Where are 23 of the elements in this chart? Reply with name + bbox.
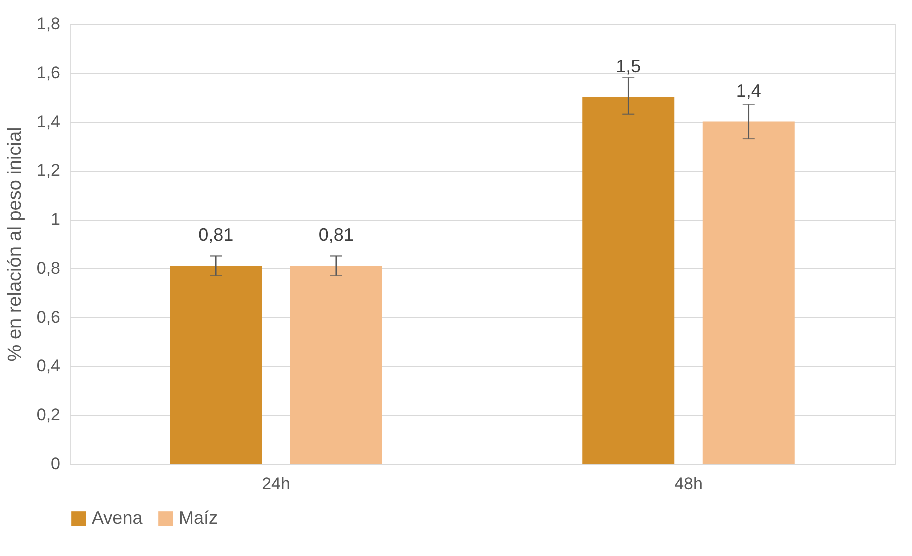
bar — [290, 266, 382, 464]
data-label: 0,81 — [198, 225, 234, 245]
y-tick-label: 0,8 — [36, 258, 60, 278]
y-tick-label: 1,8 — [36, 14, 60, 34]
x-tick-label: 24h — [262, 474, 290, 494]
y-tick-label: 0,4 — [36, 356, 60, 376]
bar — [582, 97, 675, 464]
y-tick-label: 1,6 — [36, 63, 60, 82]
data-label: 0,81 — [318, 225, 354, 245]
y-tick-label: 0,6 — [36, 308, 60, 327]
y-tick-label: 1 — [51, 210, 60, 230]
data-label: 1,5 — [616, 56, 642, 76]
y-tick-label: 0,2 — [36, 406, 60, 425]
y-axis-title: % en relación al peso inicial — [4, 127, 26, 362]
bar — [170, 266, 262, 464]
legend-label: Avena — [92, 508, 144, 528]
x-tick-label: 48h — [674, 474, 703, 494]
y-tick-label: 1,4 — [36, 112, 60, 132]
legend-label: Maíz — [179, 508, 218, 528]
bar — [702, 122, 795, 464]
y-tick-label: 0 — [51, 454, 60, 474]
data-label: 1,4 — [736, 80, 762, 101]
y-tick-label: 1,2 — [36, 161, 60, 180]
